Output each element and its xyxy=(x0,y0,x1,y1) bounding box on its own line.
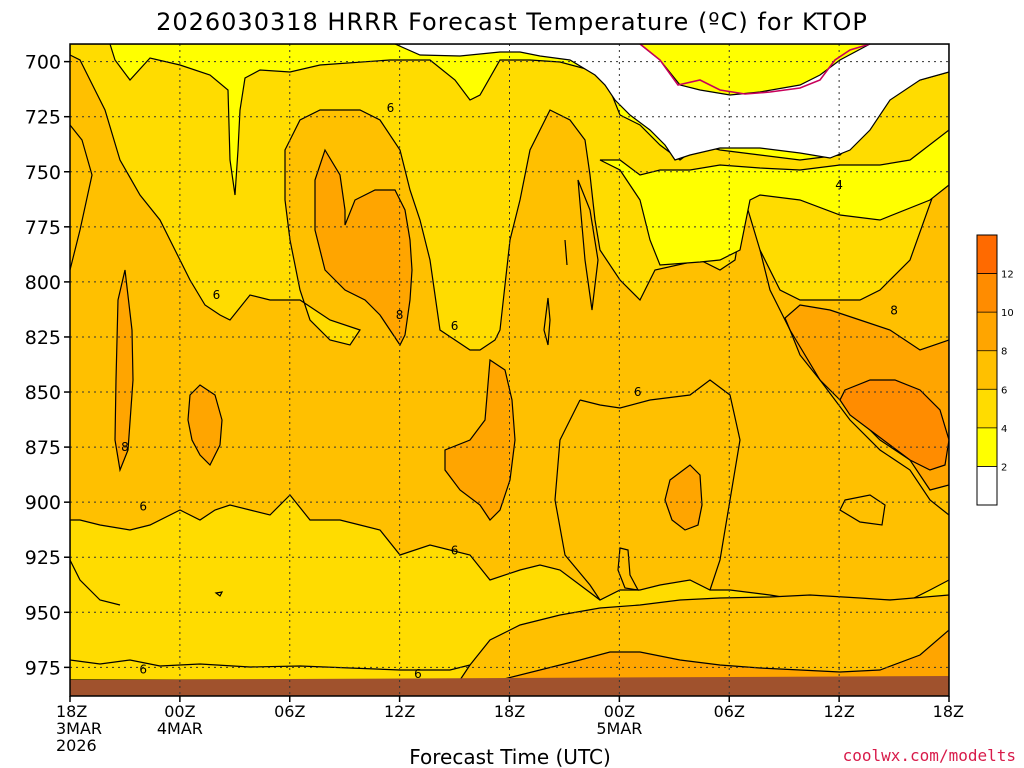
contour-line-i xyxy=(554,399,601,601)
x-tick-label: 12Z xyxy=(384,702,415,721)
y-tick-label: 775 xyxy=(25,217,61,239)
fill-8to10-e xyxy=(664,464,703,531)
y-tick-label: 925 xyxy=(25,547,61,569)
legend-label: 6 xyxy=(1001,385,1007,396)
fill-6to8-surface xyxy=(458,594,949,681)
legend-swatch xyxy=(977,235,997,274)
x-tick-label: 12Z xyxy=(823,702,854,721)
legend-label: 12 xyxy=(1001,270,1014,281)
color-legend: 2 4 6 8 10 12 xyxy=(976,234,1014,506)
x-tick-label: 18Z xyxy=(56,702,87,721)
x-tick-label: 00Z xyxy=(604,702,635,721)
fill-2to4-upper xyxy=(109,44,949,196)
contour-label: 6 xyxy=(451,544,459,558)
legend-swatch xyxy=(977,427,997,467)
contour-label: 8 xyxy=(121,440,129,454)
chart-title: 2026030318 HRRR Forecast Temperature (ºC… xyxy=(156,8,868,36)
contour-label: 6 xyxy=(139,500,147,514)
x-tick-label: 5MAR xyxy=(596,719,642,738)
y-axis: 700 725 750 775 800 825 850 875 900 925 950 975 xyxy=(25,52,70,679)
contour-label: 6 xyxy=(387,101,395,115)
contour-line-j xyxy=(579,379,741,591)
x-tick-label: 4MAR xyxy=(157,719,203,738)
contour-line-l xyxy=(70,559,121,606)
x-tick-label: 18Z xyxy=(933,702,964,721)
contour-line-d xyxy=(577,179,599,311)
contour-line-e xyxy=(214,591,224,597)
x-tick-label: 06Z xyxy=(274,702,305,721)
y-tick-label: 700 xyxy=(25,52,61,74)
contour-line-k xyxy=(759,249,949,516)
contour-line-b xyxy=(564,239,568,266)
contour-label: 6 xyxy=(414,667,422,681)
legend-label: 8 xyxy=(1001,347,1007,358)
contour-label: 8 xyxy=(890,304,898,318)
legend-swatch xyxy=(977,466,997,505)
contour-line-g xyxy=(839,494,886,526)
legend-label: 2 xyxy=(1001,462,1007,473)
contour-line-a xyxy=(70,124,93,271)
contour-label: 6 xyxy=(139,663,147,677)
y-tick-label: 875 xyxy=(25,437,61,459)
legend-swatch xyxy=(977,350,997,390)
grid-layer xyxy=(70,44,949,696)
y-tick-label: 975 xyxy=(25,657,61,679)
legend-frame xyxy=(976,234,998,506)
fill-8to10-d xyxy=(187,384,223,467)
legend-swatch xyxy=(977,389,997,428)
legend-label: 10 xyxy=(1001,308,1014,319)
contour-labels: 6 4 6 8 6 8 6 8 6 6 6 6 xyxy=(121,101,898,681)
y-tick-label: 900 xyxy=(25,492,61,514)
x-tick-label: 2026 xyxy=(56,736,97,755)
x-tick-label: 3MAR xyxy=(56,719,102,738)
fill-8to10-a xyxy=(314,148,413,347)
y-tick-label: 750 xyxy=(25,162,61,184)
contour-line-f xyxy=(617,547,640,591)
fill-8to10-surface xyxy=(499,629,949,681)
contour-line-c xyxy=(543,297,551,346)
contour-label: 6 xyxy=(213,288,221,302)
y-tick-label: 800 xyxy=(25,272,61,294)
y-tick-label: 825 xyxy=(25,327,61,349)
legend-swatch xyxy=(977,312,997,351)
legend-label: 4 xyxy=(1001,424,1007,435)
x-tick-label: 00Z xyxy=(164,702,195,721)
contour-label: 6 xyxy=(634,385,642,399)
fill-8to10-c xyxy=(444,358,516,521)
credit-text: coolwx.com/modelts xyxy=(843,746,1016,765)
fill-10to12 xyxy=(839,379,949,471)
x-axis-label: Forecast Time (UTC) xyxy=(409,745,611,768)
y-tick-label: 725 xyxy=(25,107,61,129)
x-tick-label: 18Z xyxy=(494,702,525,721)
zero-degree-contour xyxy=(639,43,871,95)
contour-label: 6 xyxy=(451,319,459,333)
legend-swatch xyxy=(977,273,997,313)
x-tick-label: 06Z xyxy=(714,702,745,721)
y-tick-label: 850 xyxy=(25,382,61,404)
contour-label: 8 xyxy=(396,308,404,322)
y-tick-label: 950 xyxy=(25,602,61,624)
contour-label: 4 xyxy=(835,178,843,192)
fill-2to4-tongue xyxy=(599,129,949,266)
fill-8to10-f xyxy=(114,269,134,473)
